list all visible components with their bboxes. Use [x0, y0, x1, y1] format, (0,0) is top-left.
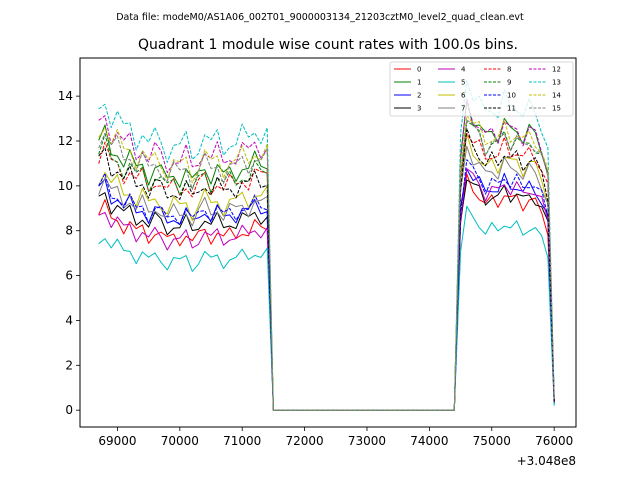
x-tick-label: 71000: [223, 434, 261, 448]
legend-label-12: 12: [552, 66, 561, 74]
y-tick-label: 4: [65, 313, 73, 327]
y-tick-label: 14: [58, 89, 73, 103]
y-tick-label: 0: [65, 403, 73, 417]
legend-label-1: 1: [417, 79, 421, 87]
x-tick-label: 76000: [535, 434, 573, 448]
x-tick-label: 73000: [348, 434, 386, 448]
y-tick-label: 6: [65, 269, 73, 283]
x-tick-label: 74000: [410, 434, 448, 448]
x-tick-label: 75000: [473, 434, 511, 448]
y-axis: 0 2 4 6 8 10 12 14: [58, 89, 80, 417]
legend-label-7: 7: [461, 105, 465, 113]
legend-label-3: 3: [417, 105, 421, 113]
legend-box: [389, 61, 574, 117]
x-tick-label: 69000: [98, 434, 136, 448]
y-tick-label: 2: [65, 358, 73, 372]
x-tick-label: 72000: [286, 434, 324, 448]
y-tick-label: 8: [65, 224, 73, 238]
legend-label-0: 0: [417, 66, 421, 74]
plot-area: [98, 79, 555, 411]
y-tick-label: 10: [58, 179, 73, 193]
legend-label-11: 11: [507, 105, 516, 113]
x-tick-label: 70000: [161, 434, 199, 448]
x-axis: 69000 70000 71000 72000 73000 74000 75000 76000: [98, 427, 573, 448]
legend-label-6: 6: [461, 92, 466, 100]
x-axis-offset-label: +3.048e8: [517, 454, 576, 468]
legend-label-14: 14: [552, 92, 561, 100]
legend-label-13: 13: [552, 79, 561, 87]
legend-label-2: 2: [417, 92, 421, 100]
series-line-15: [98, 119, 555, 411]
legend-label-5: 5: [461, 79, 465, 87]
legend-label-8: 8: [507, 66, 511, 74]
legend-label-15: 15: [552, 105, 561, 113]
figure-suptitle: Data file: modeM0/AS1A06_002T01_90000031…: [116, 12, 524, 23]
legend-label-9: 9: [507, 79, 511, 87]
legend-label-4: 4: [461, 66, 466, 74]
axes-frame: [79, 57, 577, 428]
chart-title: Quadrant 1 module wise count rates with …: [138, 37, 518, 53]
legend-label-10: 10: [507, 92, 516, 100]
y-tick-label: 12: [58, 134, 73, 148]
